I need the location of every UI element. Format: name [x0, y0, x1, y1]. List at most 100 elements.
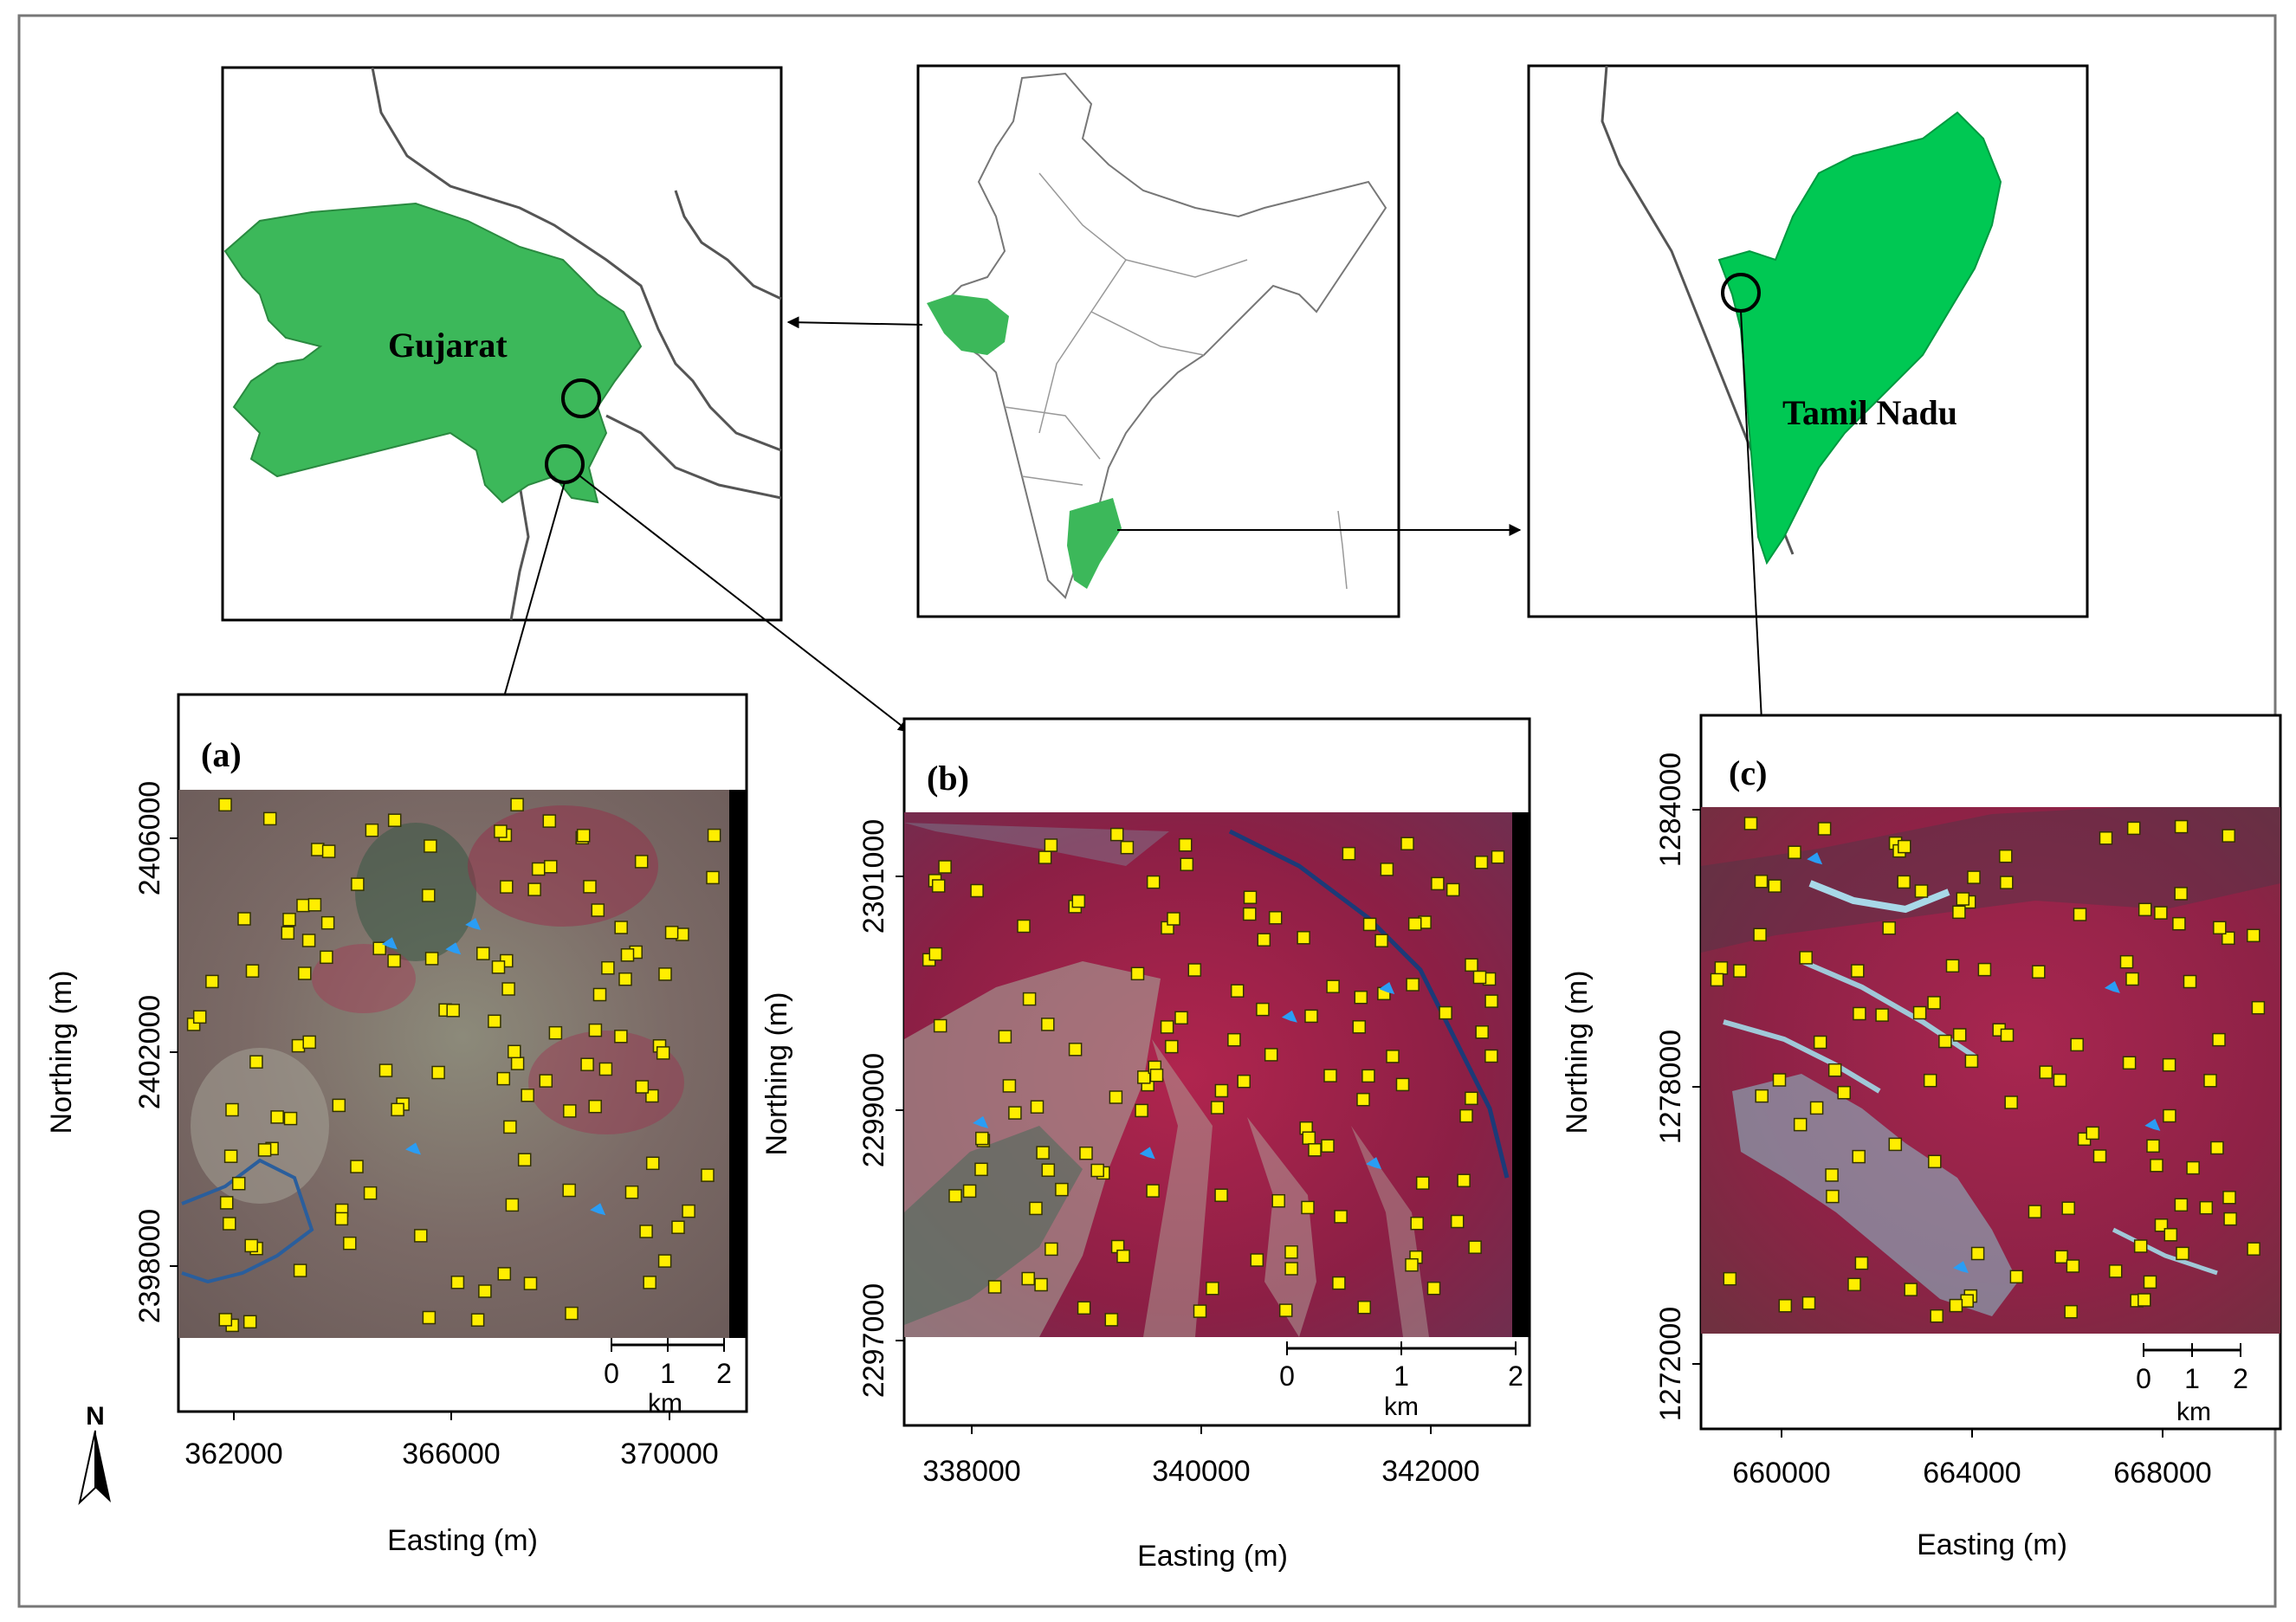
sample-point-marker [1174, 1011, 1188, 1025]
sample-point-marker [1426, 1281, 1441, 1296]
sample-point-marker [614, 921, 628, 934]
sample-point-marker [1278, 1303, 1293, 1317]
sample-point-marker [320, 950, 333, 965]
sample-point-marker [491, 960, 506, 974]
x-tick-label: 668000 [2113, 1457, 2211, 1490]
sample-point-marker [1109, 1090, 1123, 1104]
sample-point-marker [2108, 1264, 2123, 1278]
state-boundary-line [674, 190, 782, 300]
sample-point-marker [387, 813, 402, 827]
sample-point-marker [544, 860, 558, 874]
scalebar-tick: 2 [1508, 1360, 1523, 1392]
sample-point-marker [1227, 1032, 1241, 1047]
sample-point-marker [521, 1089, 534, 1102]
y-axis-title: Northing (m) [760, 992, 793, 1156]
sample-point-marker [1230, 984, 1245, 998]
sample-point-marker [1882, 921, 1896, 935]
sample-point-marker [1071, 894, 1086, 908]
connector-arrow [579, 475, 911, 733]
x-tick-label: 660000 [1732, 1457, 1830, 1490]
sample-point-marker [1826, 1189, 1840, 1204]
sample-point-marker [1243, 890, 1258, 904]
sample-point-marker [1938, 1034, 1952, 1049]
sample-point-marker [237, 912, 251, 926]
y-tick-label: 2301000 [857, 819, 890, 934]
sample-point-marker [1898, 839, 1911, 854]
sample-point-marker [218, 798, 232, 812]
sample-point-marker [283, 1111, 298, 1126]
sample-point-marker [1793, 1117, 1808, 1132]
sample-point-marker [1374, 934, 1388, 947]
sample-point-marker [1116, 1249, 1130, 1263]
connector-arrow [1740, 310, 1769, 740]
sample-point-marker [1264, 1048, 1278, 1062]
sample-point-marker [2032, 965, 2046, 979]
sample-point-marker [350, 1160, 364, 1173]
sample-point-marker [1077, 1301, 1091, 1315]
sample-point-marker [494, 824, 508, 838]
scalebar-tick: 0 [2136, 1363, 2151, 1394]
sample-point-marker [1361, 1069, 1375, 1083]
sample-point-marker [1104, 1313, 1119, 1327]
sample-point-marker [372, 941, 386, 955]
sample-point-marker [2150, 1159, 2163, 1173]
sample-point-marker [664, 926, 679, 940]
sample-point-marker [510, 1057, 525, 1070]
sample-point-marker [618, 972, 632, 986]
sample-point-marker [1308, 1143, 1322, 1157]
sample-point-marker [1038, 850, 1052, 864]
sample-point-marker [1321, 1139, 1335, 1153]
sample-point-marker [2000, 1028, 2015, 1043]
panel-c-sample-points [1710, 817, 2266, 1323]
sample-point-marker [639, 1225, 653, 1238]
sample-point-marker [1753, 927, 1767, 942]
sample-point-marker [219, 1196, 234, 1210]
sample-point-marker [2222, 1191, 2236, 1205]
sample-point-marker [311, 843, 325, 856]
sample-point-marker [488, 1014, 501, 1029]
panel-b-sample-points [922, 827, 1505, 1327]
sample-point-marker [2174, 887, 2188, 901]
sample-point-marker [2086, 1126, 2099, 1141]
sample-point-marker [1334, 1210, 1348, 1224]
sample-point-marker [1257, 933, 1271, 947]
sample-point-marker [334, 1212, 349, 1226]
water-source-marker [381, 937, 398, 950]
sample-point-marker [270, 1110, 284, 1124]
sample-point-marker [1768, 879, 1782, 893]
sample-point-marker [1017, 919, 1031, 934]
sample-point-marker [245, 964, 260, 978]
sample-point-marker [1475, 1025, 1489, 1039]
sample-point-marker [1415, 1176, 1430, 1190]
panel-a-no-data-strip [729, 790, 747, 1338]
sample-point-marker [1002, 1079, 1017, 1093]
y-tick-label: 2398000 [133, 1209, 166, 1323]
sample-point-marker [682, 1204, 695, 1218]
sample-point-marker [1109, 827, 1124, 842]
sample-point-marker [1243, 907, 1257, 921]
sample-point-marker [1149, 1068, 1164, 1082]
sample-point-marker [1120, 840, 1135, 855]
panel-c: (c) 660000 664000 668000 Easting (m) 128… [1561, 714, 2282, 1561]
sample-point-marker [591, 903, 605, 917]
state-boundary-line [605, 414, 782, 500]
sample-point-marker [497, 1267, 512, 1281]
sample-point-marker [1352, 1020, 1367, 1034]
north-arrow-label: N [86, 1402, 105, 1431]
sample-point-marker [1160, 1020, 1174, 1034]
sample-point-marker [508, 1044, 521, 1059]
sample-point-marker [424, 839, 437, 853]
sample-point-marker [1055, 1182, 1069, 1197]
sample-point-marker [1210, 1101, 1225, 1115]
sample-point-marker [987, 1280, 1002, 1294]
sample-point-marker [548, 1025, 563, 1040]
sample-point-marker [225, 1102, 239, 1117]
sample-point-marker [938, 860, 952, 874]
sample-point-marker [1362, 917, 1377, 932]
sample-point-marker [539, 1074, 553, 1088]
sample-point-marker [1405, 1257, 1419, 1272]
sample-point-marker [205, 974, 219, 989]
panel-b-label: (b) [927, 759, 969, 798]
sample-point-marker [422, 889, 436, 902]
water-source-marker [1366, 1157, 1382, 1170]
